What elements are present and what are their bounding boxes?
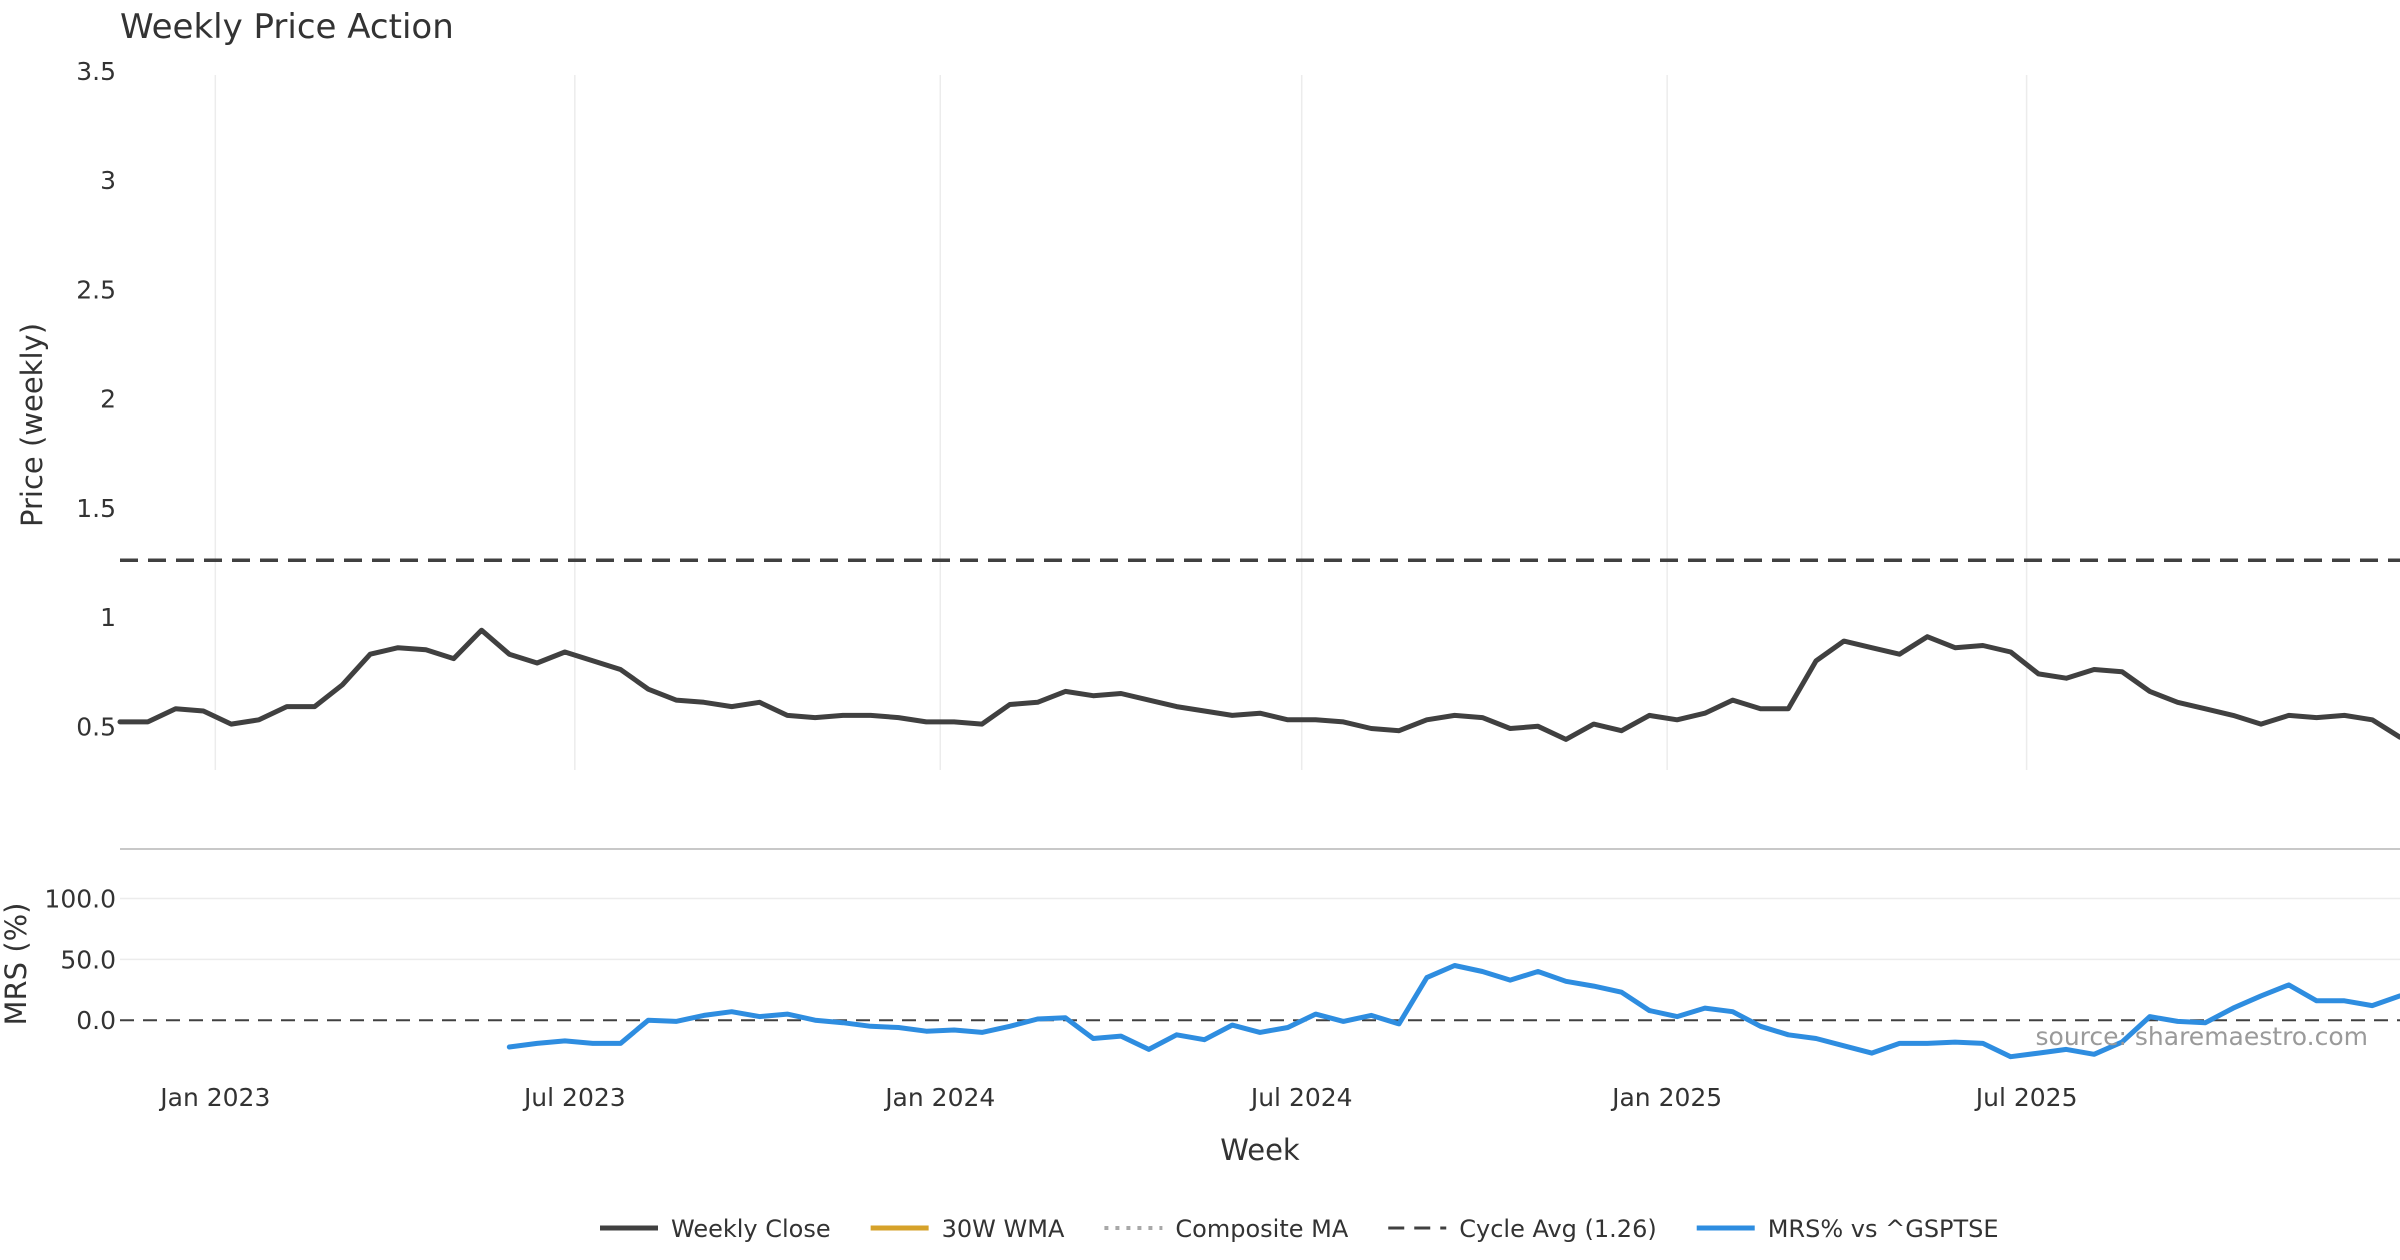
price-y-tick-label: 3.5 <box>76 57 116 86</box>
legend-label-composite: Composite MA <box>1175 1215 1348 1243</box>
legend: Weekly Close 30W WMA Composite MA Cycle Avg… <box>600 1215 1999 1243</box>
price-series <box>117 558 2400 742</box>
legend-label-close: Weekly Close <box>671 1215 831 1243</box>
x-tick-label: Jan 2023 <box>158 1083 270 1112</box>
series-line-mrs <box>506 963 2400 1060</box>
x-tick-label: Jul 2024 <box>1249 1083 1353 1112</box>
price-y-tick-label: 2.5 <box>76 275 116 304</box>
mrs-series <box>506 963 2400 1060</box>
chart-title: Weekly Price Action <box>120 7 454 47</box>
x-tick-label: Jul 2025 <box>1974 1083 2078 1112</box>
x-tick-label: Jan 2024 <box>883 1083 995 1112</box>
price-y-tick-label: 1.5 <box>76 494 116 523</box>
series-line-close <box>117 627 2400 742</box>
price-y-tick-label: 2 <box>100 385 116 414</box>
x-tick-labels: Jan 2023 Jul 2023 Jan 2024 Jul 2024 Jan 2025… <box>158 1083 2077 1112</box>
mrs-y-tick-labels: 0.0 50.0 100.0 <box>44 885 116 1036</box>
mrs-y-axis-label: MRS (%) <box>0 903 33 1026</box>
price-y-tick-label: 0.5 <box>76 712 116 741</box>
price-panel-gridlines <box>214 75 2028 770</box>
x-tick-label: Jan 2025 <box>1610 1083 1722 1112</box>
x-axis-label: Week <box>1220 1133 1300 1167</box>
legend-label-mrs: MRS% vs ^GSPTSE <box>1768 1215 1999 1243</box>
mrs-y-tick-label: 50.0 <box>60 945 116 974</box>
mrs-y-tick-label: 0.0 <box>76 1006 116 1035</box>
price-y-tick-labels: 0.5 1 1.5 2 2.5 3 3.5 <box>76 57 116 741</box>
legend-label-wma: 30W WMA <box>942 1215 1065 1243</box>
source-annotation: source: sharemaestro.com <box>2036 1022 2369 1051</box>
mrs-y-tick-label: 100.0 <box>44 885 116 914</box>
legend-label-cycle: Cycle Avg (1.26) <box>1459 1215 1656 1243</box>
price-y-axis-label: Price (weekly) <box>15 323 49 527</box>
price-y-tick-label: 1 <box>100 603 116 632</box>
price-y-tick-label: 3 <box>100 166 116 195</box>
mrs-panel-gridlines <box>120 897 2400 1022</box>
x-tick-label: Jul 2023 <box>522 1083 626 1112</box>
